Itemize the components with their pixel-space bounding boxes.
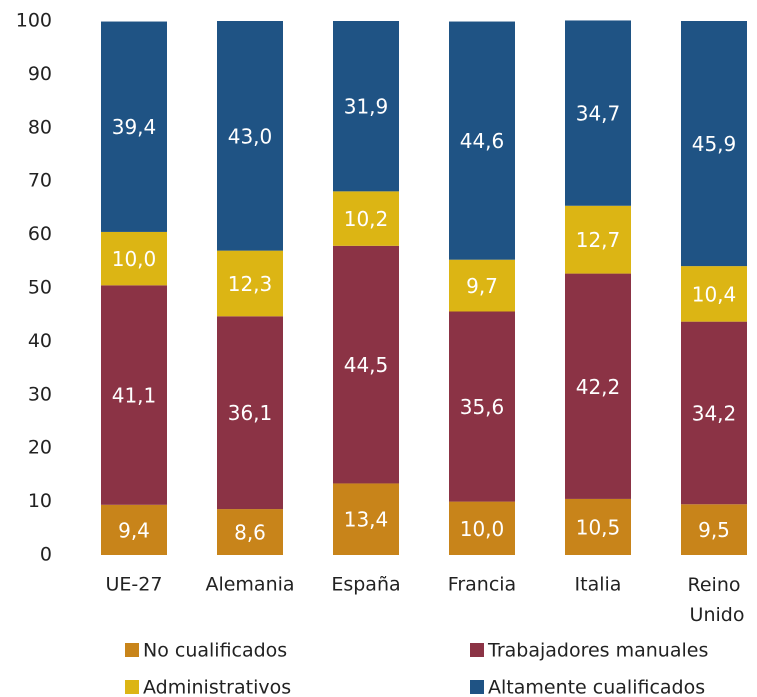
bar-segment xyxy=(333,21,399,192)
legend-swatch xyxy=(125,643,139,657)
data-label: 10,4 xyxy=(692,282,737,306)
bar-segment xyxy=(565,20,631,206)
bar-segment xyxy=(565,273,631,499)
y-tick-label: 60 xyxy=(28,223,52,245)
bar-segment xyxy=(333,483,399,555)
bar-segment xyxy=(217,21,283,251)
y-tick-label: 70 xyxy=(28,170,52,192)
data-label: 45,9 xyxy=(692,132,737,156)
legend-label: Altamente cualificados xyxy=(488,677,705,697)
x-tick-label: Reino Unido xyxy=(684,574,745,626)
data-label: 43,0 xyxy=(228,124,273,148)
bar-segment xyxy=(217,509,283,555)
legend-label: Administrativos xyxy=(143,677,291,697)
data-label: 9,4 xyxy=(118,518,150,542)
y-tick-label: 50 xyxy=(28,277,52,299)
legend-swatch xyxy=(470,680,484,694)
y-tick-label: 40 xyxy=(28,330,52,352)
bar-segment xyxy=(333,191,399,246)
data-label: 41,1 xyxy=(112,384,157,408)
x-tick-label: UE-27 xyxy=(106,574,163,596)
y-tick-label: 100 xyxy=(16,10,52,32)
x-tick-label: Francia xyxy=(448,574,516,596)
legend-swatch xyxy=(125,680,139,694)
y-tick-label: 10 xyxy=(28,490,52,512)
data-label: 9,7 xyxy=(466,274,498,298)
bar-segment xyxy=(101,285,167,505)
y-tick-label: 90 xyxy=(28,63,52,85)
y-tick-label: 80 xyxy=(28,116,52,138)
bar-segment xyxy=(681,266,747,322)
bar-segment xyxy=(101,504,167,555)
data-label: 12,7 xyxy=(576,228,621,252)
data-label: 10,2 xyxy=(344,207,389,231)
data-label: 44,5 xyxy=(344,353,389,377)
x-tick-label: Alemania xyxy=(205,574,294,596)
legend-label: Trabajadores manuales xyxy=(487,640,708,662)
data-label: 42,2 xyxy=(576,375,621,399)
bar-segment xyxy=(449,501,515,555)
bar-segment xyxy=(681,21,747,267)
x-tick-label: Italia xyxy=(575,574,622,596)
data-label: 10,0 xyxy=(460,517,505,541)
bar-segment xyxy=(101,231,167,286)
bar-segment xyxy=(449,21,515,260)
data-label: 39,4 xyxy=(112,115,157,139)
data-label: 12,3 xyxy=(228,272,273,296)
legend-swatch xyxy=(470,643,484,657)
data-label: 10,0 xyxy=(112,247,157,271)
legend-label: No cualificados xyxy=(143,640,287,662)
bar-segment xyxy=(565,205,631,274)
data-label: 31,9 xyxy=(344,95,389,119)
y-tick-label: 0 xyxy=(40,544,52,566)
bar-segment xyxy=(101,21,167,232)
bar-segment xyxy=(565,498,631,555)
data-label: 34,2 xyxy=(692,401,737,425)
data-label: 13,4 xyxy=(344,508,389,532)
y-tick-label: 30 xyxy=(28,383,52,405)
data-label: 35,6 xyxy=(460,395,505,419)
data-label: 34,7 xyxy=(576,102,621,126)
data-label: 8,6 xyxy=(234,521,266,545)
bar-segment xyxy=(449,311,515,502)
bar-segment xyxy=(217,316,283,510)
bar-segment xyxy=(681,321,747,505)
bar-segment xyxy=(681,504,747,555)
data-label: 36,1 xyxy=(228,401,273,425)
data-label: 10,5 xyxy=(576,515,621,539)
y-tick-label: 20 xyxy=(28,437,52,459)
data-label: 9,5 xyxy=(698,518,730,542)
x-tick-label: España xyxy=(331,574,400,596)
bar-segment xyxy=(333,245,399,484)
data-label: 44,6 xyxy=(460,129,505,153)
bar-segment xyxy=(217,250,283,317)
bar-segment xyxy=(449,259,515,312)
